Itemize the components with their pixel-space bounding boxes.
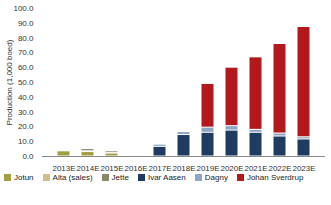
svg-text:0.0: 0.0 bbox=[22, 152, 34, 161]
svg-text:Production (1,000 boed): Production (1,000 boed) bbox=[5, 39, 14, 125]
svg-text:2020E: 2020E bbox=[220, 164, 243, 172]
html-text:Dagny: Dagny bbox=[204, 173, 228, 182]
svg-text:2019E: 2019E bbox=[196, 164, 219, 172]
svg-text:80.0: 80.0 bbox=[18, 34, 34, 43]
svg-text:2018E: 2018E bbox=[172, 164, 195, 172]
svg-text:2022E: 2022E bbox=[268, 164, 291, 172]
svg-text:60.0: 60.0 bbox=[18, 63, 34, 72]
svg-text:100.0: 100.0 bbox=[13, 4, 34, 13]
svg-text:2017E: 2017E bbox=[148, 164, 171, 172]
html-text:Johan Sverdrup: Johan Sverdrup bbox=[246, 173, 304, 182]
svg-text:20.0: 20.0 bbox=[18, 122, 34, 131]
svg-text:50.0: 50.0 bbox=[18, 78, 34, 87]
svg-text:70.0: 70.0 bbox=[18, 48, 34, 57]
svg-text:2014E: 2014E bbox=[76, 164, 99, 172]
svg-text:2016E: 2016E bbox=[124, 164, 147, 172]
svg-text:40.0: 40.0 bbox=[18, 93, 34, 102]
svg-text:10.0: 10.0 bbox=[18, 137, 34, 146]
html-text:Alta (sales): Alta (sales) bbox=[52, 173, 93, 182]
svg-text:90.0: 90.0 bbox=[18, 19, 34, 28]
html-text:Ivar Aasen: Ivar Aasen bbox=[147, 173, 186, 182]
html-text:Jette: Jette bbox=[111, 173, 129, 182]
svg-text:2013E: 2013E bbox=[52, 164, 75, 172]
svg-text:2023E: 2023E bbox=[292, 164, 315, 172]
svg-text:2015E: 2015E bbox=[100, 164, 123, 172]
svg-text:30.0: 30.0 bbox=[18, 108, 34, 117]
html-text:Jotun: Jotun bbox=[14, 173, 34, 182]
svg-text:2021E: 2021E bbox=[244, 164, 267, 172]
